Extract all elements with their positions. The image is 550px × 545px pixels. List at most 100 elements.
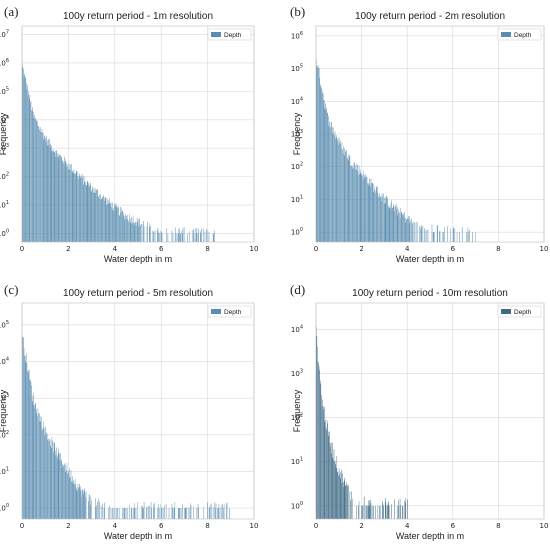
histogram-bar bbox=[347, 485, 348, 519]
histogram-bar bbox=[392, 205, 394, 242]
histogram-bar bbox=[384, 202, 386, 242]
legend-swatch bbox=[501, 309, 511, 314]
y-tick-label: 102 bbox=[0, 172, 9, 182]
histogram-bar bbox=[349, 491, 351, 519]
y-tick-label: 103 bbox=[0, 393, 9, 403]
histogram-bar bbox=[55, 156, 56, 242]
histogram-bar bbox=[74, 484, 75, 519]
histogram-bar bbox=[136, 225, 137, 242]
histogram-bar bbox=[379, 196, 381, 242]
histogram-bar bbox=[66, 462, 68, 519]
histogram-bar bbox=[404, 500, 405, 519]
histogram-bar bbox=[55, 455, 57, 519]
histogram-bar bbox=[23, 69, 24, 243]
histogram-bar bbox=[209, 506, 210, 519]
histogram-bar bbox=[386, 195, 387, 242]
histogram-bar bbox=[323, 100, 324, 243]
histogram-bar bbox=[372, 182, 373, 242]
histogram-bar bbox=[114, 508, 116, 519]
histogram-bar bbox=[330, 442, 332, 519]
histogram-bar bbox=[179, 508, 181, 519]
histogram-bar bbox=[420, 228, 421, 242]
histogram-bar bbox=[153, 504, 154, 519]
histogram-bar bbox=[58, 452, 60, 519]
y-tick-label: 101 bbox=[291, 194, 303, 204]
histogram-bar bbox=[334, 131, 336, 242]
histogram-bar bbox=[154, 230, 156, 242]
histogram-bar bbox=[134, 225, 136, 242]
histogram-bar bbox=[339, 478, 341, 519]
histogram-bar bbox=[38, 126, 39, 242]
x-tick-label: 8 bbox=[205, 522, 209, 530]
histogram-bar bbox=[415, 222, 417, 242]
histogram-bar bbox=[359, 174, 360, 242]
histogram-bar bbox=[368, 183, 369, 242]
histogram-bar bbox=[100, 194, 101, 242]
x-tick-label: 0 bbox=[20, 245, 24, 253]
histogram-bar bbox=[364, 177, 365, 242]
x-tick-label: 0 bbox=[314, 245, 318, 253]
histogram-bar bbox=[44, 136, 45, 242]
histogram-bar bbox=[23, 76, 25, 242]
histogram-bar bbox=[368, 500, 369, 519]
histogram-bar bbox=[79, 483, 80, 519]
histogram-bar bbox=[80, 490, 82, 519]
y-tick-label: 100 bbox=[291, 501, 303, 511]
histogram-bar bbox=[73, 172, 74, 242]
histogram-bar bbox=[433, 232, 435, 242]
histogram-bar bbox=[150, 502, 152, 519]
histogram-bar bbox=[85, 185, 87, 242]
histogram-bar bbox=[125, 508, 127, 519]
histogram-bar bbox=[101, 198, 103, 242]
histogram-bar bbox=[350, 165, 352, 242]
histogram-bar bbox=[51, 150, 53, 242]
histogram-bar bbox=[148, 506, 149, 519]
histogram-bar bbox=[28, 370, 29, 519]
histogram-bar bbox=[369, 500, 370, 519]
histogram-bar bbox=[212, 233, 214, 242]
histogram-bar bbox=[113, 210, 115, 242]
histogram-bar bbox=[189, 507, 191, 519]
histogram-bar bbox=[98, 498, 100, 519]
histogram-bar bbox=[343, 482, 344, 519]
histogram-bar bbox=[66, 167, 68, 242]
histogram-bar bbox=[213, 233, 214, 242]
histogram-bar bbox=[316, 66, 318, 242]
histogram-bar bbox=[42, 132, 44, 242]
histogram-bar bbox=[318, 366, 320, 519]
histogram-bar bbox=[147, 222, 148, 242]
histogram-bar bbox=[402, 213, 404, 242]
histogram-bar bbox=[126, 508, 128, 519]
x-tick-label: 2 bbox=[359, 245, 363, 253]
histogram-bar bbox=[63, 164, 65, 242]
histogram-bar bbox=[370, 178, 372, 242]
histogram-bar bbox=[379, 193, 380, 242]
histogram-bar bbox=[157, 230, 158, 242]
histogram-bar bbox=[88, 187, 90, 242]
histogram-bar bbox=[367, 183, 368, 242]
x-tick-label: 6 bbox=[159, 522, 164, 530]
histogram-bar bbox=[424, 228, 425, 242]
histogram-bar bbox=[190, 505, 192, 519]
y-axis-label: Frequency bbox=[0, 112, 8, 155]
histogram-bar bbox=[338, 468, 340, 519]
histogram-bar bbox=[41, 417, 42, 519]
x-tick-label: 10 bbox=[250, 522, 259, 530]
histogram-bar bbox=[375, 192, 376, 242]
histogram-bar bbox=[115, 206, 116, 242]
legend-label: Depth bbox=[514, 32, 532, 39]
histogram-bar bbox=[347, 157, 348, 242]
histogram-bar bbox=[104, 502, 105, 519]
histogram-bar bbox=[370, 499, 371, 519]
histogram-bar bbox=[208, 232, 210, 242]
histogram-bar bbox=[343, 148, 345, 242]
histogram-bar bbox=[404, 502, 406, 519]
histogram-bar bbox=[161, 508, 162, 519]
x-tick-label: 10 bbox=[540, 245, 549, 253]
histogram-bar bbox=[317, 346, 318, 519]
histogram-bar bbox=[37, 408, 39, 519]
histogram-bar bbox=[331, 453, 332, 519]
histogram-bar bbox=[182, 233, 183, 242]
histogram-bar bbox=[354, 162, 355, 242]
histogram-bar bbox=[375, 186, 377, 242]
